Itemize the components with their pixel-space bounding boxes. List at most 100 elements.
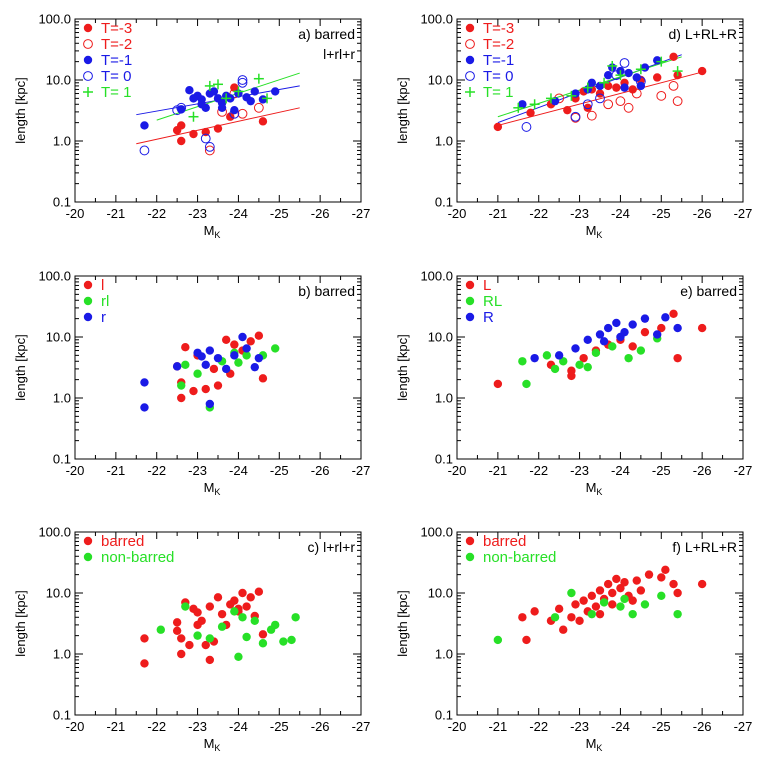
legend: T=-3T=-2T=-1T= 0T= 1 [83, 20, 132, 101]
panel-title: c) l+rl+r [308, 539, 356, 555]
plot-frame [74, 275, 362, 460]
series-blue-open [521, 58, 646, 132]
legend-marker [465, 39, 475, 49]
data-point [669, 52, 678, 62]
series-blue-filled [140, 332, 264, 412]
series-red-filled [493, 52, 707, 132]
data-point [521, 122, 532, 132]
data-point [570, 111, 581, 122]
x-tick-label: -21 [106, 719, 125, 734]
data-point [608, 588, 617, 598]
legend-marker [83, 71, 93, 81]
x-tick-label: -22 [147, 206, 166, 221]
data-point [193, 369, 202, 378]
data-point [279, 637, 288, 646]
series-red-filled [518, 565, 707, 645]
data-point [201, 384, 210, 394]
legend-marker [465, 296, 475, 306]
data-point [221, 335, 231, 344]
legend-marker [83, 536, 93, 546]
x-tick-label: -23 [188, 463, 207, 478]
panel-f: -20 -21 -22 -23 -24 -25 -26 -27 0.1 1.0 10.0 100.0 M… [395, 525, 752, 754]
x-tick-label: -21 [106, 463, 125, 478]
y-axis-label: length [kpc] [395, 334, 410, 401]
panel-e: -20 -21 -22 -23 -24 -25 -26 -27 0.1 1.0 10.0 100.0 M… [395, 269, 752, 498]
data-point [530, 607, 539, 616]
data-point [518, 357, 527, 366]
data-point [644, 570, 654, 579]
y-tick-label: 0.1 [53, 195, 71, 210]
data-point [603, 99, 614, 110]
data-point [177, 634, 186, 643]
data-point [205, 634, 215, 643]
data-point [669, 579, 678, 589]
data-point [612, 318, 621, 328]
data-point [238, 613, 247, 622]
data-point [226, 112, 235, 121]
data-point [603, 323, 613, 333]
x-tick-label: -26 [311, 719, 330, 734]
legend-label: T= 0 [101, 68, 131, 85]
data-point [612, 83, 621, 92]
x-tick-label: -23 [570, 719, 589, 734]
data-point [529, 99, 540, 110]
x-tick-label: -21 [488, 719, 507, 734]
data-point [189, 129, 198, 139]
series-green-filled [156, 602, 300, 661]
legend-marker [465, 23, 475, 33]
data-point [522, 379, 531, 389]
data-point [628, 609, 637, 619]
data-point [628, 320, 637, 329]
x-tick-label: -20 [448, 719, 467, 734]
data-point [595, 609, 605, 619]
x-axis-label: MK [204, 736, 221, 753]
legend-marker [83, 296, 93, 306]
data-point [254, 587, 264, 596]
y-tick-label: 1.0 [435, 647, 453, 662]
data-point [582, 99, 593, 110]
x-tick-label: -22 [529, 206, 548, 221]
y-ticks: 0.1 1.0 10.0 100.0 [420, 525, 743, 723]
data-point [559, 357, 568, 366]
data-point [291, 613, 300, 622]
data-point [653, 330, 662, 339]
data-point [140, 659, 149, 668]
data-point [599, 337, 609, 346]
y-axis-label: length [kpc] [13, 334, 28, 401]
data-point [635, 76, 646, 87]
panel-a: -20 -21 -22 -23 -24 -25 -26 -27 0.1 1.0 10.0 100.0 M… [13, 12, 370, 241]
y-tick-label: 10.0 [428, 330, 453, 345]
data-point [620, 578, 629, 587]
y-tick-label: 0.1 [53, 452, 71, 467]
x-tick-label: -23 [570, 463, 589, 478]
data-point [177, 381, 186, 390]
data-point [204, 142, 215, 152]
legend-label: barred [483, 533, 526, 550]
legend-label: T= 1 [101, 84, 131, 101]
data-point [213, 593, 223, 602]
data-point [200, 133, 211, 144]
data-point [156, 625, 165, 634]
data-point [250, 362, 259, 372]
data-point [217, 103, 227, 113]
x-tick-label: -21 [488, 206, 507, 221]
x-ticks: -20 -21 -22 -23 -24 -25 -26 -27 [66, 532, 370, 734]
x-axis-label: MK [204, 223, 221, 240]
data-point [205, 655, 215, 665]
data-point [197, 352, 206, 361]
data-point [271, 344, 280, 353]
data-point [140, 378, 149, 387]
data-point [242, 344, 251, 353]
data-point [697, 66, 707, 76]
data-point [653, 73, 662, 82]
x-tick-label: -21 [488, 463, 507, 478]
y-tick-label: 1.0 [53, 134, 71, 149]
y-tick-label: 100.0 [38, 269, 71, 284]
panel-d: -20 -21 -22 -23 -24 -25 -26 -27 0.1 1.0 10.0 100.0 M… [395, 12, 752, 241]
data-point [237, 77, 248, 88]
data-point [567, 366, 576, 375]
data-point [587, 591, 597, 600]
data-point [172, 362, 182, 371]
x-tick-label: -27 [734, 719, 753, 734]
